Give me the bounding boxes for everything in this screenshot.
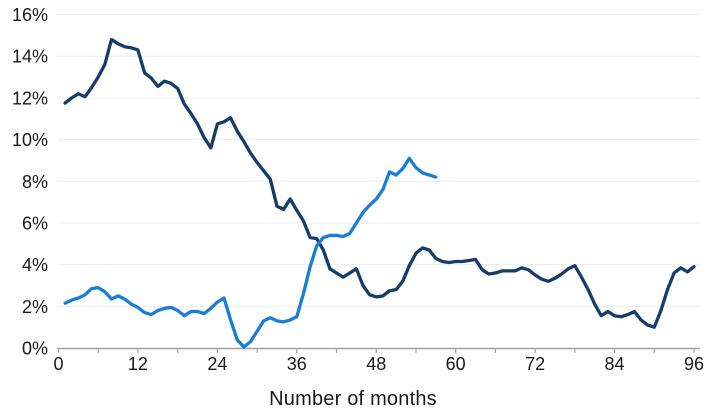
y-axis-tick-label: 4%: [22, 255, 48, 275]
y-axis-tick-label: 16%: [12, 5, 48, 25]
y-axis-tick-label: 14%: [12, 47, 48, 67]
x-axis-tick-label: 0: [53, 354, 63, 374]
x-axis-title: Number of months: [269, 388, 437, 410]
y-axis-tick-label: 0%: [22, 339, 48, 359]
series-dark-navy-line: [63, 37, 696, 329]
x-axis-tick-label: 72: [525, 354, 545, 374]
y-axis-tick-label: 2%: [22, 297, 48, 317]
x-axis-tick-label: 60: [446, 354, 466, 374]
series-light-blue-line: [63, 156, 438, 349]
y-axis-tick-label: 8%: [22, 172, 48, 192]
x-axis-tick-label: 48: [366, 354, 386, 374]
x-axis-tick-label: 24: [207, 354, 227, 374]
x-axis-tick-label: 96: [684, 354, 704, 374]
y-axis-tick-label: 12%: [12, 88, 48, 108]
x-axis-tick-label: 12: [128, 354, 148, 374]
x-axis-tick-label: 84: [605, 354, 625, 374]
x-axis-tick-label: 36: [287, 354, 307, 374]
y-axis-tick-label: 10%: [12, 130, 48, 150]
y-axis-tick-label: 6%: [22, 213, 48, 233]
